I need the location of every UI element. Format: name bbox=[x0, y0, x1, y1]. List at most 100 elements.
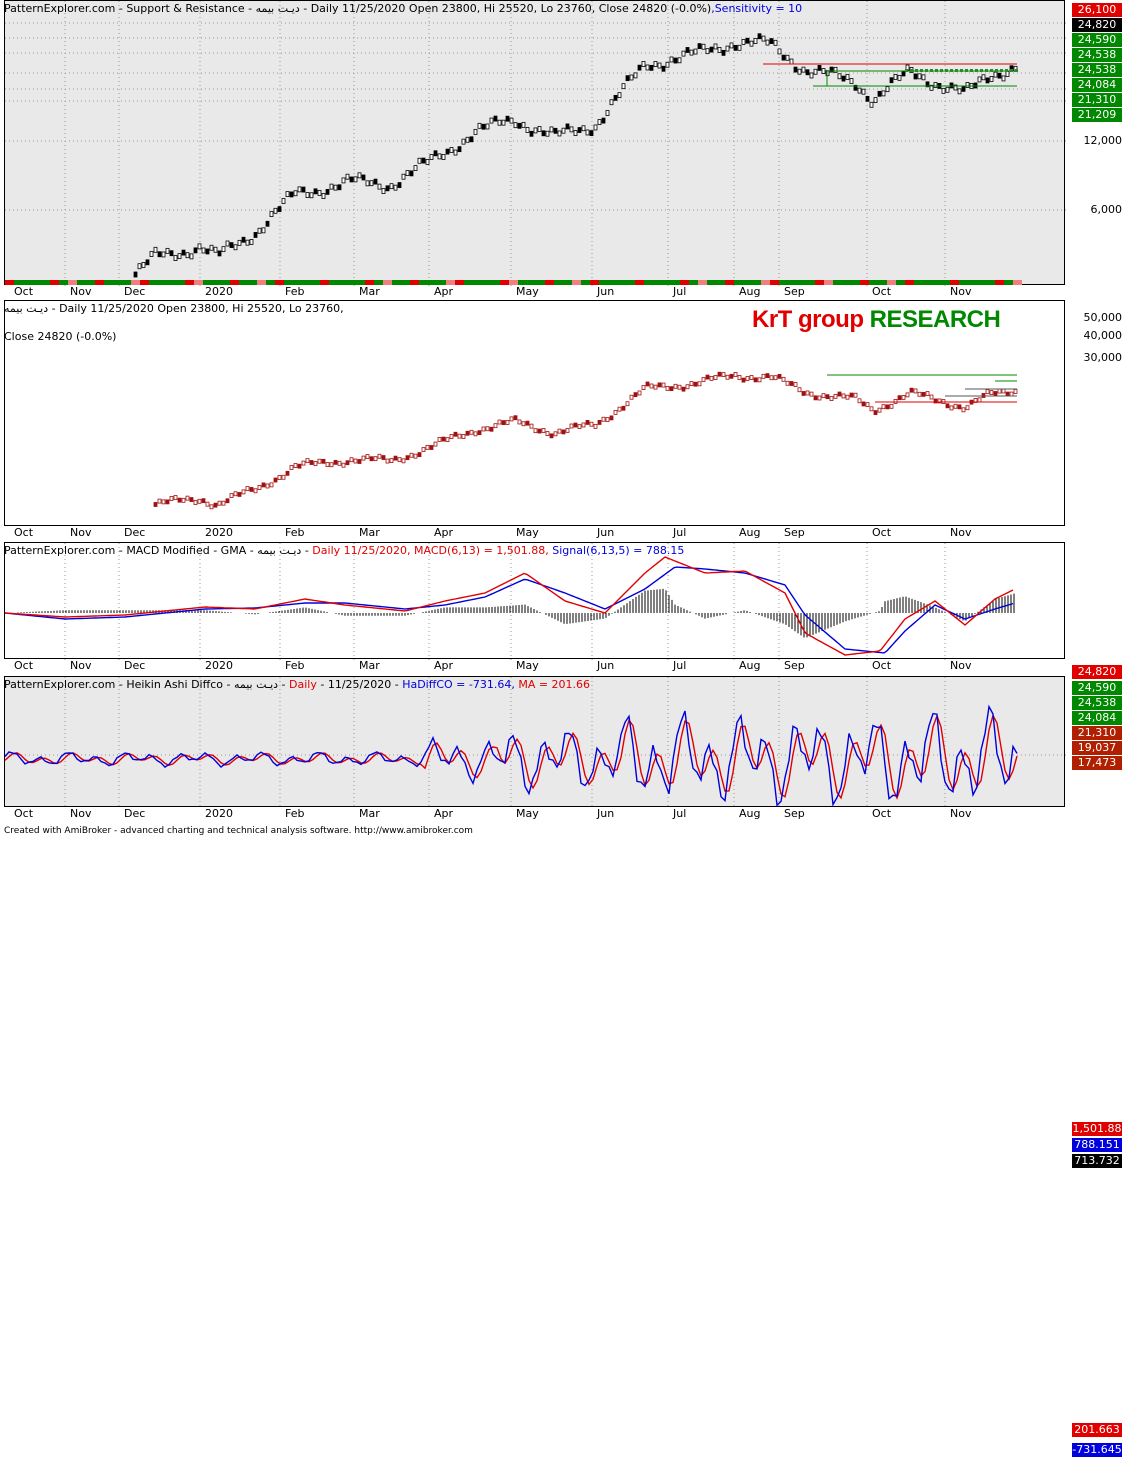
price-bar bbox=[277, 206, 282, 212]
price-bar bbox=[861, 88, 866, 95]
month-label: Jul bbox=[673, 526, 687, 539]
price-candle bbox=[337, 460, 342, 466]
price-bar bbox=[377, 183, 382, 190]
signal-strip bbox=[662, 280, 671, 285]
signal-strip bbox=[41, 280, 50, 285]
price-candle bbox=[861, 401, 866, 407]
price-candle bbox=[769, 375, 774, 381]
price-candle bbox=[249, 487, 254, 492]
price-bar bbox=[977, 76, 982, 83]
price-candle bbox=[185, 495, 190, 501]
support-dot bbox=[995, 69, 998, 72]
signal-strip bbox=[563, 280, 572, 285]
price-candle bbox=[925, 391, 930, 396]
price-bar bbox=[449, 147, 454, 153]
price-candle bbox=[989, 390, 994, 395]
price-bar bbox=[261, 227, 266, 234]
price-bar bbox=[617, 92, 622, 99]
price-candle bbox=[721, 372, 726, 377]
price-candle bbox=[701, 377, 706, 382]
price-candle bbox=[745, 376, 750, 381]
signal-strip bbox=[491, 280, 500, 285]
month-label: Mar bbox=[359, 526, 380, 539]
price-badge: 713.732 bbox=[1072, 1154, 1122, 1168]
month-label: Jul bbox=[673, 659, 687, 672]
price-candle bbox=[753, 377, 758, 383]
price-candle bbox=[537, 428, 542, 434]
price-bar bbox=[949, 82, 954, 89]
price-bar bbox=[517, 122, 522, 129]
support-dot bbox=[935, 69, 938, 72]
price-candle bbox=[977, 397, 982, 403]
price-bar bbox=[673, 57, 678, 64]
month-label: Dec bbox=[124, 285, 146, 298]
price-candle bbox=[529, 423, 534, 429]
price-bar bbox=[625, 75, 630, 82]
signal-strip bbox=[896, 280, 905, 285]
price-candle bbox=[401, 458, 406, 464]
price-candle bbox=[477, 430, 482, 436]
price-candle bbox=[485, 426, 490, 432]
price-bar bbox=[589, 130, 594, 137]
price-candle bbox=[293, 463, 298, 468]
signal-strip bbox=[590, 280, 599, 285]
price-candle bbox=[933, 398, 938, 404]
price-bar bbox=[629, 74, 634, 81]
price-bar bbox=[545, 130, 550, 137]
signal-strip bbox=[626, 280, 635, 285]
signal-strip bbox=[617, 280, 626, 285]
price-candle bbox=[785, 380, 790, 386]
signal-line bbox=[5, 566, 1014, 654]
price-candle bbox=[613, 409, 618, 415]
price-candle bbox=[577, 424, 582, 430]
price-bar bbox=[437, 153, 442, 160]
price-bar bbox=[229, 242, 234, 248]
signal-strip bbox=[608, 280, 617, 285]
price-candle bbox=[905, 392, 910, 398]
price-candle bbox=[605, 417, 610, 423]
price-bar bbox=[953, 84, 958, 91]
price-bar bbox=[221, 246, 226, 253]
price-badge: 24,820 bbox=[1072, 18, 1122, 32]
price-candle bbox=[853, 392, 858, 398]
price-candle bbox=[801, 391, 806, 396]
price-bar bbox=[569, 126, 574, 133]
price-candle bbox=[841, 393, 846, 399]
price-bar bbox=[561, 127, 566, 134]
price-bar bbox=[133, 271, 138, 278]
price-candle bbox=[453, 431, 458, 437]
price-candle bbox=[269, 482, 274, 488]
signal-strip bbox=[788, 280, 797, 285]
price-candle bbox=[705, 374, 710, 380]
y-label-40000: 40,000 bbox=[1083, 329, 1123, 342]
price-bar bbox=[741, 39, 746, 45]
price-bar bbox=[781, 54, 786, 61]
price-bar bbox=[537, 126, 542, 132]
price-bar bbox=[657, 62, 662, 69]
price-bar bbox=[217, 250, 222, 257]
price-candle bbox=[581, 422, 586, 428]
price-candle bbox=[677, 384, 682, 390]
signal-strip bbox=[500, 280, 509, 285]
price-bar bbox=[457, 146, 462, 153]
price-candle bbox=[821, 393, 826, 399]
pane3-title-macd: Daily 11/25/2020, MACD(6,13) = 1,501.88, bbox=[312, 544, 549, 557]
price-bar bbox=[809, 72, 814, 79]
price-candle bbox=[641, 385, 646, 390]
price-bar bbox=[917, 73, 922, 80]
signal-strip bbox=[95, 280, 104, 285]
price-candle bbox=[717, 371, 722, 377]
price-bar bbox=[477, 122, 482, 129]
price-bar bbox=[693, 48, 698, 55]
price-bar bbox=[709, 46, 714, 53]
signal-strip bbox=[23, 280, 32, 285]
price-candle bbox=[513, 415, 518, 421]
pane4-title-hadiffco: HaDiffCO = -731.64, bbox=[402, 678, 515, 691]
signal-strip bbox=[392, 280, 401, 285]
price-candle bbox=[689, 381, 694, 386]
price-candle bbox=[909, 387, 914, 393]
signal-strip bbox=[698, 280, 707, 285]
y-label-6000: 6,000 bbox=[1090, 203, 1123, 216]
price-candle bbox=[397, 457, 402, 463]
price-candle bbox=[937, 398, 942, 404]
